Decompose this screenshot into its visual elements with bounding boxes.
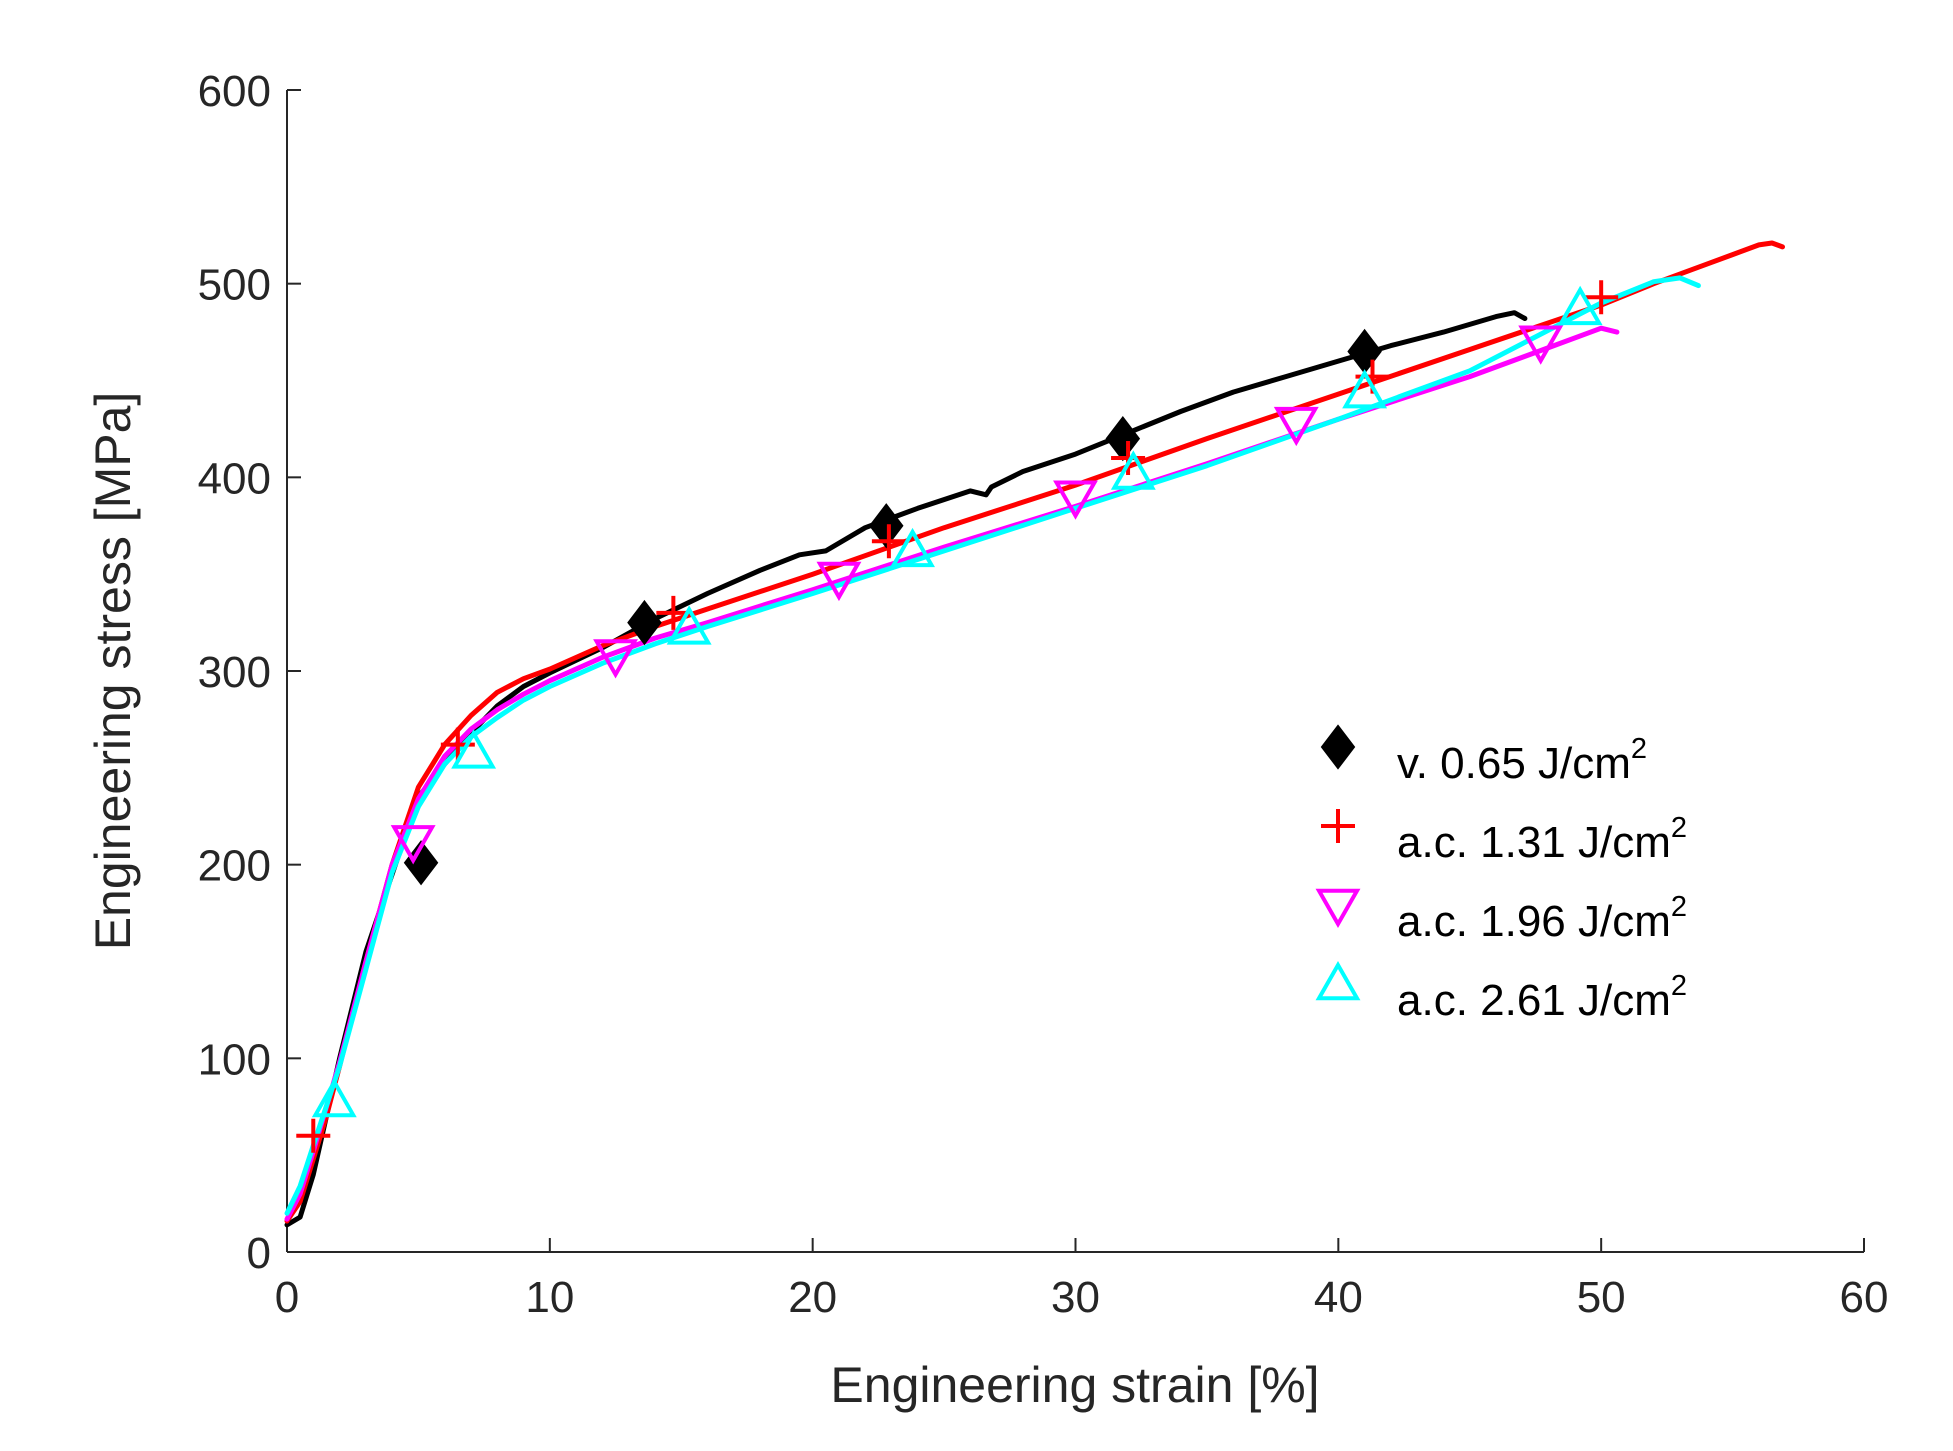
y-tick-label: 100 [198, 1035, 271, 1084]
legend-marker-plus [1321, 809, 1355, 843]
legend-marker-shape [1321, 809, 1355, 843]
series-2-marker [816, 561, 862, 602]
x-tick-label: 20 [788, 1273, 837, 1322]
series-3-marker [1342, 369, 1388, 409]
legend-marker-triangle-down [1315, 888, 1361, 929]
legend-label-2: a.c. 1.96 J/cm2 [1397, 891, 1687, 946]
legend-entry-0: v. 0.65 J/cm2 [1320, 724, 1647, 788]
plot-area [284, 240, 1785, 1228]
series-1-marker [656, 595, 691, 630]
x-tick-label: 10 [525, 1273, 574, 1322]
legend: v. 0.65 J/cm2 a.c. 1.31 J/cm2 a.c. 1.96 … [1315, 724, 1687, 1025]
x-tick-label: 0 [275, 1273, 299, 1322]
x-tick-label: 40 [1314, 1273, 1363, 1322]
y-tick-label: 600 [198, 67, 271, 116]
legend-entry-2: a.c. 1.96 J/cm2 [1315, 888, 1687, 946]
series-line-1 [284, 240, 1785, 1224]
x-tick-label: 50 [1577, 1273, 1626, 1322]
legend-label-1: a.c. 1.31 J/cm2 [1397, 812, 1687, 867]
axes [286, 90, 1864, 1253]
series-3-marker [890, 527, 935, 568]
x-tick-label: 30 [1051, 1273, 1100, 1322]
y-axis-title: Engineering stress [MPa] [85, 392, 141, 951]
series-1-marker [296, 1118, 331, 1153]
legend-label-3: a.c. 2.61 J/cm2 [1397, 970, 1687, 1025]
series-2-marker [390, 825, 436, 865]
y-tick-label: 300 [198, 648, 271, 697]
legend-marker-triangle-up [1315, 960, 1361, 1001]
series-3-marker [311, 1077, 357, 1118]
series-1-marker [871, 524, 906, 559]
series-line-3 [284, 275, 1701, 1216]
series-1-marker [1584, 280, 1619, 315]
x-tick-label: 60 [1840, 1273, 1889, 1322]
series-line-0 [284, 310, 1528, 1228]
legend-marker-shape [1315, 960, 1361, 1001]
series-2-marker [1518, 325, 1564, 365]
legend-entry-1: a.c. 1.31 J/cm2 [1321, 809, 1687, 867]
legend-marker-shape [1315, 888, 1361, 929]
series-3-marker [1110, 450, 1156, 490]
y-tick-label: 200 [198, 842, 271, 891]
series-2-marker [1053, 480, 1098, 520]
legend-marker-shape [1320, 724, 1356, 770]
series-0-marker [1347, 328, 1382, 375]
series-0-marker [869, 503, 904, 549]
legend-entry-3: a.c. 2.61 J/cm2 [1315, 960, 1687, 1025]
y-tick-label: 0 [247, 1229, 271, 1278]
series-2-marker [593, 639, 638, 679]
markers [296, 280, 1619, 1153]
y-tick-label: 400 [198, 454, 271, 503]
y-tick-label: 500 [198, 261, 271, 310]
legend-label-0: v. 0.65 J/cm2 [1397, 733, 1647, 788]
series-1-marker [1111, 440, 1146, 475]
series-3-marker [666, 605, 712, 645]
series-3-marker [451, 729, 497, 769]
series-3-marker [1557, 285, 1603, 326]
series-2-marker [1273, 406, 1319, 447]
x-axis-title: Engineering strain [%] [830, 1357, 1319, 1413]
series-0-marker [627, 599, 662, 646]
legend-marker-diamond [1320, 724, 1356, 770]
